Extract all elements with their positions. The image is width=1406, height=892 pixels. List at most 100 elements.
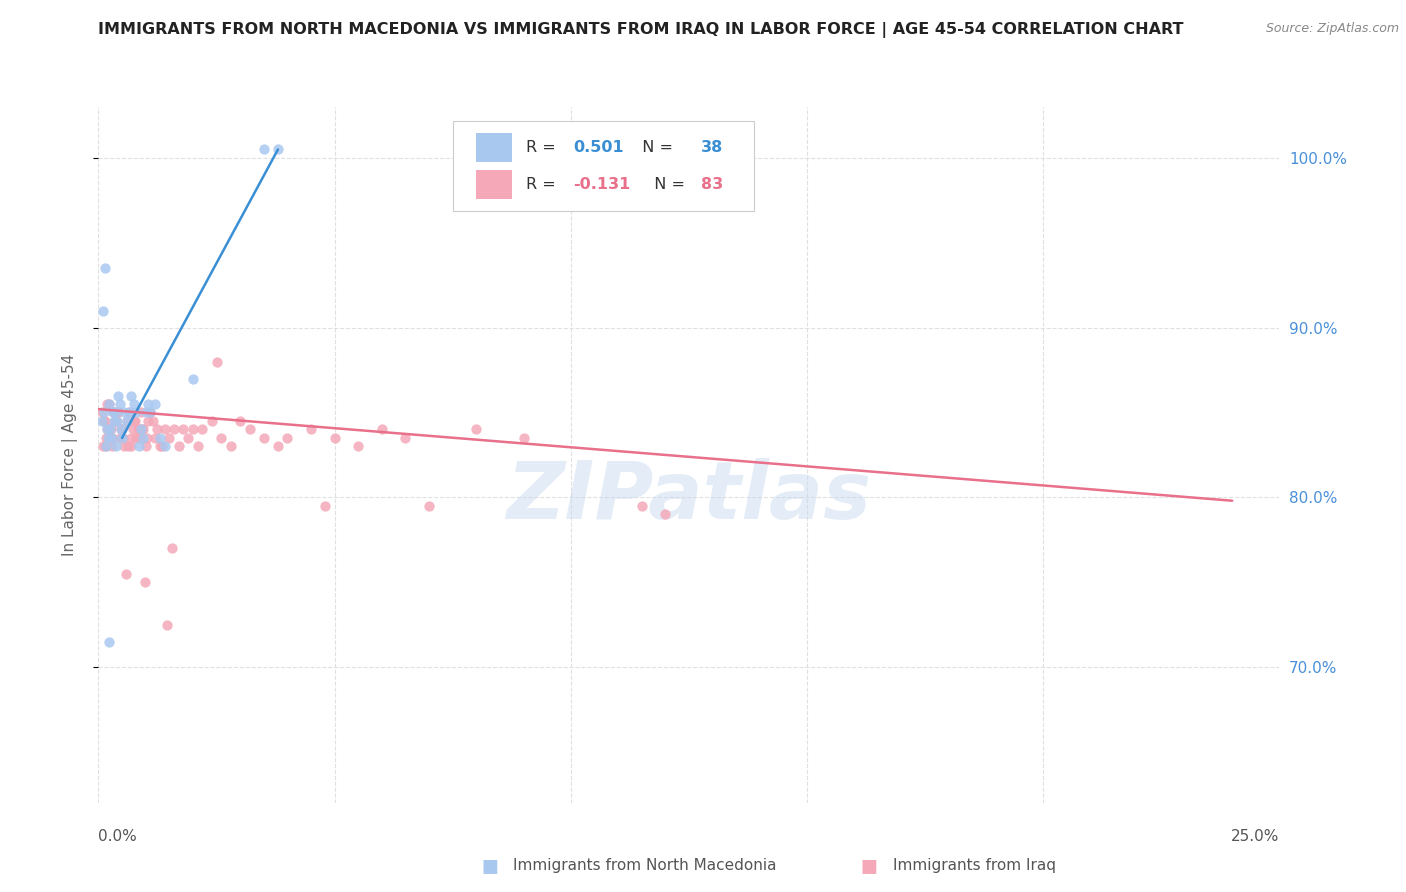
- Text: 25.0%: 25.0%: [1232, 830, 1279, 844]
- Point: [157, 431, 180, 445]
- Point: [117, 439, 139, 453]
- Text: R =: R =: [526, 177, 561, 192]
- Point: [163, 422, 186, 436]
- Point: [96, 397, 118, 411]
- Point: [108, 431, 131, 445]
- Point: [127, 422, 149, 436]
- Point: [97, 397, 120, 411]
- Point: [267, 439, 290, 453]
- Point: [132, 431, 155, 445]
- Point: [187, 439, 209, 453]
- Point: [121, 388, 143, 402]
- Point: [209, 431, 232, 445]
- Point: [101, 439, 124, 453]
- Point: [253, 431, 276, 445]
- Bar: [477, 133, 512, 162]
- Point: [149, 439, 172, 453]
- Point: [465, 422, 488, 436]
- Point: [94, 414, 117, 428]
- Text: ▪: ▪: [860, 851, 879, 880]
- Point: [132, 422, 155, 436]
- Point: [131, 422, 153, 436]
- Point: [153, 422, 176, 436]
- Text: Immigrants from Iraq: Immigrants from Iraq: [893, 858, 1056, 872]
- Point: [142, 414, 165, 428]
- Text: N =: N =: [633, 140, 678, 155]
- Point: [191, 422, 214, 436]
- Point: [110, 422, 132, 436]
- Point: [98, 422, 121, 436]
- Point: [394, 431, 416, 445]
- Point: [103, 405, 125, 419]
- Point: [118, 405, 141, 419]
- Text: 83: 83: [700, 177, 723, 192]
- Point: [93, 405, 115, 419]
- Point: [654, 508, 676, 522]
- Point: [100, 431, 122, 445]
- Point: [112, 405, 135, 419]
- Point: [128, 422, 150, 436]
- Point: [181, 371, 204, 385]
- Point: [135, 439, 157, 453]
- Point: [122, 397, 145, 411]
- Point: [94, 431, 117, 445]
- Point: [108, 397, 131, 411]
- Point: [100, 431, 122, 445]
- Point: [118, 405, 141, 419]
- Point: [299, 422, 322, 436]
- Point: [124, 414, 146, 428]
- Point: [115, 414, 138, 428]
- FancyBboxPatch shape: [453, 121, 754, 211]
- Point: [267, 143, 290, 157]
- Point: [97, 397, 120, 411]
- Text: 38: 38: [700, 140, 723, 155]
- Point: [134, 575, 156, 590]
- Point: [125, 431, 148, 445]
- Point: [105, 405, 128, 419]
- Point: [97, 422, 120, 436]
- Point: [229, 414, 252, 428]
- Point: [96, 422, 118, 436]
- Point: [125, 405, 148, 419]
- Point: [143, 431, 166, 445]
- Point: [107, 405, 129, 419]
- Point: [122, 422, 145, 436]
- Text: Immigrants from North Macedonia: Immigrants from North Macedonia: [513, 858, 776, 872]
- Point: [112, 439, 135, 453]
- Point: [177, 431, 200, 445]
- Point: [143, 397, 166, 411]
- Y-axis label: In Labor Force | Age 45-54: In Labor Force | Age 45-54: [62, 354, 77, 556]
- Point: [122, 414, 145, 428]
- Point: [347, 439, 370, 453]
- Point: [96, 422, 118, 436]
- Text: ZIPatlas: ZIPatlas: [506, 458, 872, 536]
- Point: [110, 422, 132, 436]
- Point: [91, 439, 114, 453]
- Point: [129, 405, 152, 419]
- Point: [139, 405, 162, 419]
- Point: [94, 439, 117, 453]
- Text: -0.131: -0.131: [574, 177, 630, 192]
- Point: [323, 431, 346, 445]
- Point: [205, 354, 228, 368]
- Point: [111, 431, 134, 445]
- Point: [129, 431, 152, 445]
- Point: [201, 414, 224, 428]
- Text: ▪: ▪: [481, 851, 499, 880]
- Point: [135, 405, 157, 419]
- Point: [114, 566, 136, 581]
- Text: N =: N =: [644, 177, 690, 192]
- Text: 0.501: 0.501: [574, 140, 624, 155]
- Point: [128, 439, 150, 453]
- Point: [98, 431, 121, 445]
- Bar: [477, 170, 512, 199]
- Point: [136, 397, 159, 411]
- Point: [239, 422, 262, 436]
- Point: [149, 431, 172, 445]
- Point: [160, 541, 183, 556]
- Point: [153, 439, 176, 453]
- Point: [111, 431, 134, 445]
- Point: [100, 422, 122, 436]
- Point: [156, 617, 179, 632]
- Point: [418, 499, 440, 513]
